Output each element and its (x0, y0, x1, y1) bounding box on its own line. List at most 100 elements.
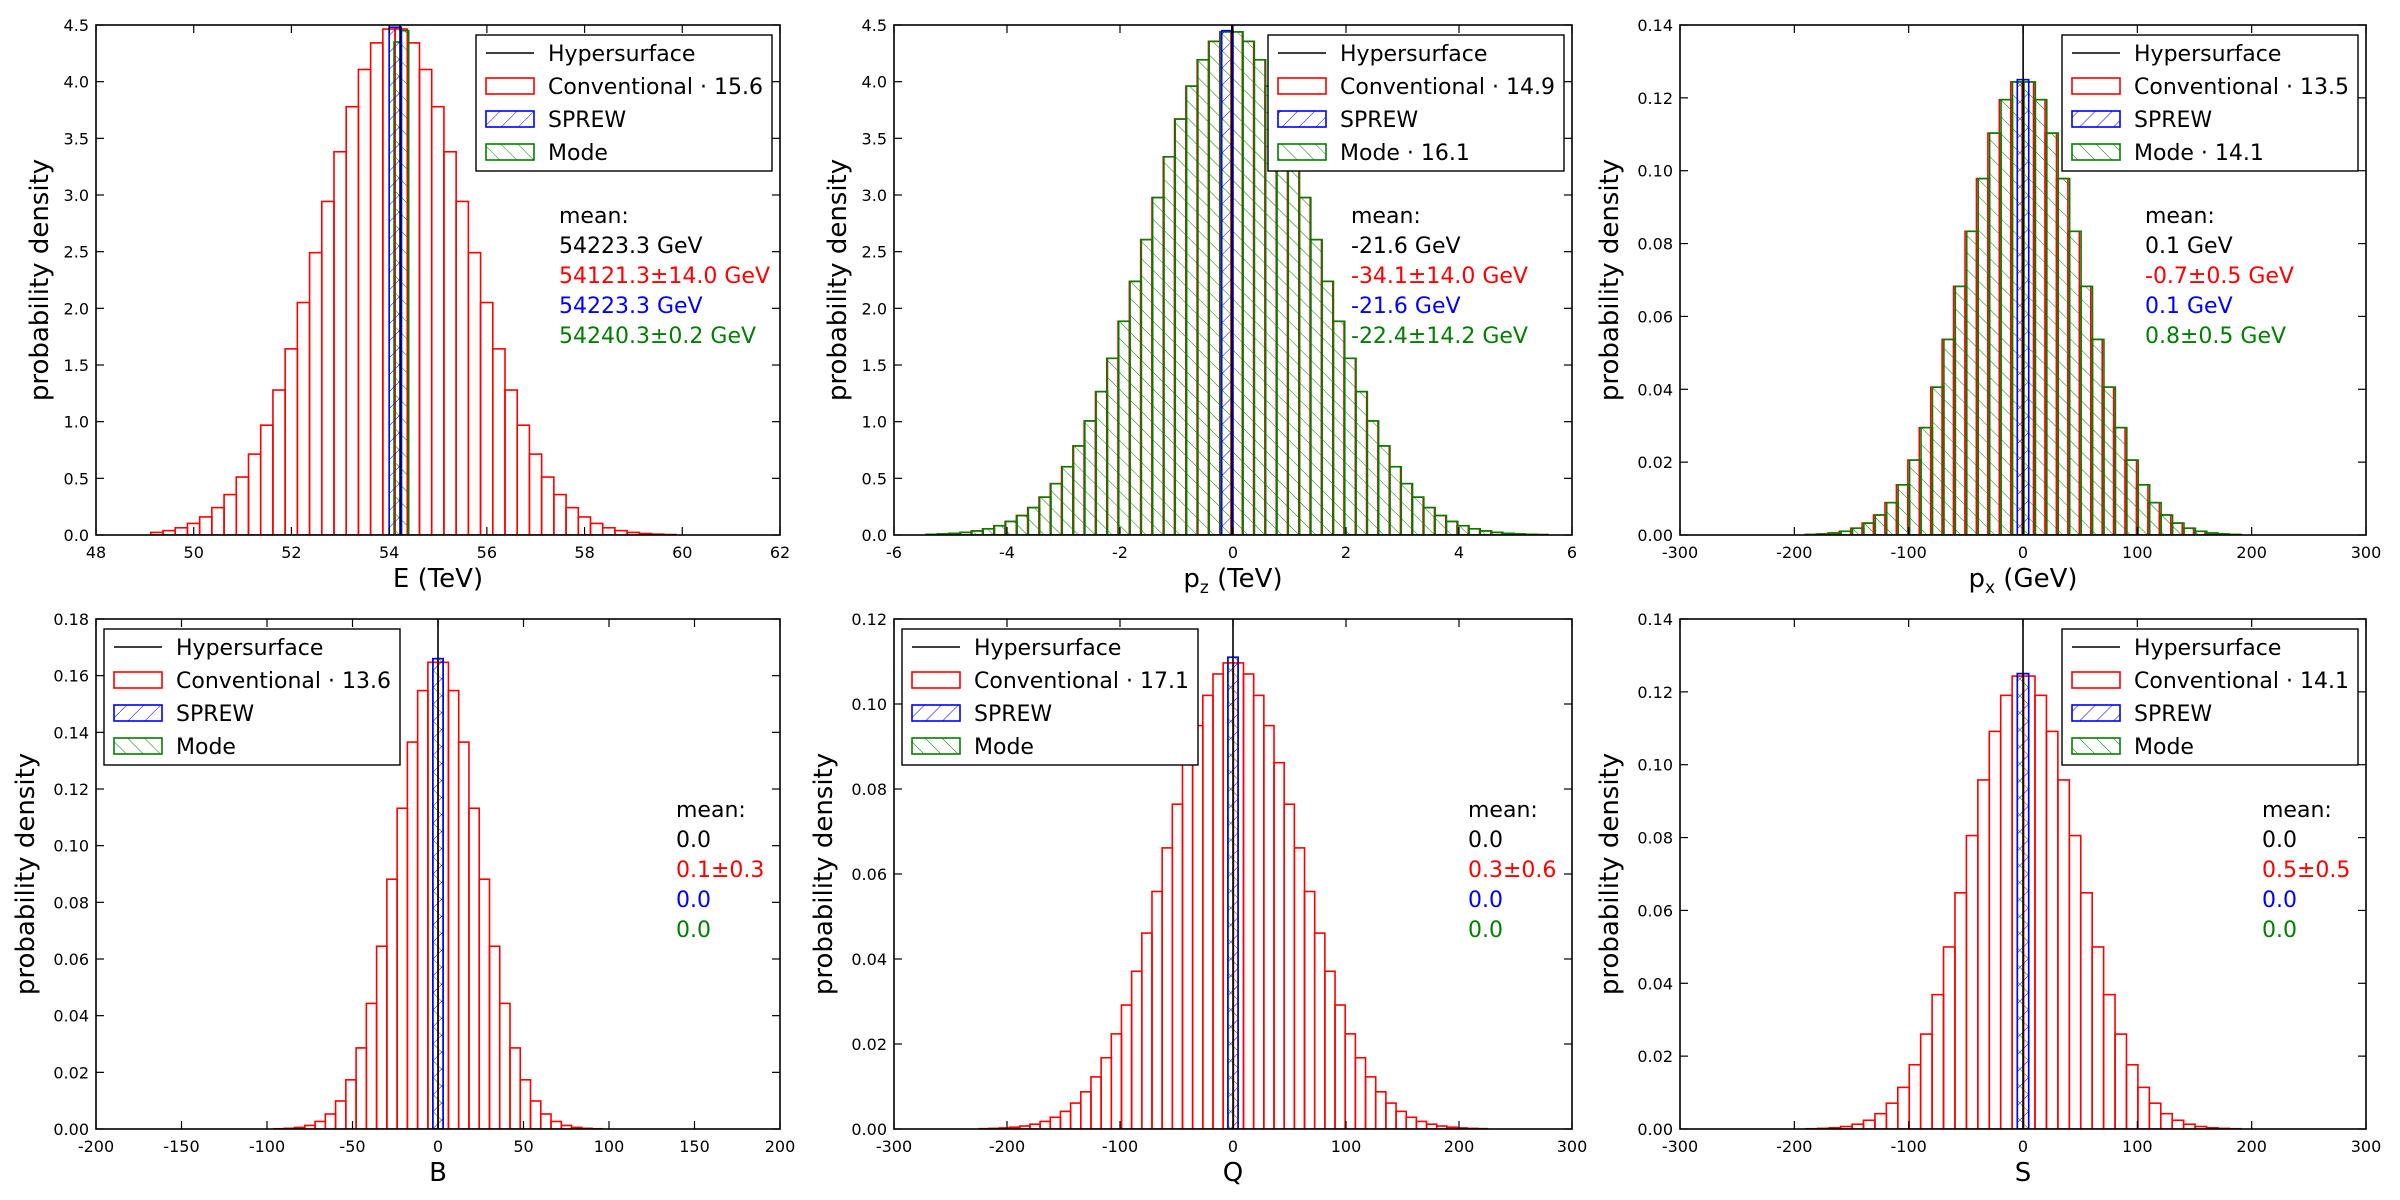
plot-area (1805, 619, 2242, 1129)
x-tick-label: 54 (379, 543, 399, 562)
legend-swatch-sprew (911, 704, 961, 722)
conventional-bar (488, 945, 501, 1129)
conventional-bar (345, 1079, 357, 1129)
mode-bar (2171, 522, 2185, 535)
y-tick-label: 2.0 (862, 299, 887, 318)
mode-bar (2057, 177, 2071, 535)
mean-conventional: -34.1±14.0 GeV (1351, 264, 1528, 289)
conventional-bar (320, 200, 335, 535)
conventional-bar (1965, 834, 1979, 1129)
legend-label-mode: Mode (2134, 735, 2194, 760)
mean-conventional: 0.1±0.3 (676, 858, 764, 883)
x-tick-label: 0 (1228, 1137, 1238, 1156)
conventional-bar (418, 68, 433, 535)
conventional-bar (1100, 1056, 1113, 1129)
y-tick-label: 0.16 (53, 667, 89, 686)
conventional-bar (589, 522, 604, 535)
mean-mode: 54240.3±0.2 GeV (559, 324, 756, 349)
y-tick-label: 0.08 (53, 893, 89, 912)
x-tick-label: 200 (765, 1137, 796, 1156)
x-tick-label: -200 (78, 1137, 114, 1156)
conventional-bar (430, 105, 445, 535)
conventional-bar (550, 1120, 563, 1129)
chart-panel-2: -6 -4 -2 0 2 4 6 0.0 0.5 1.0 1.5 2.0 2.5 3.0 3.5 4.0 4.5… (823, 16, 1577, 598)
x-tick-label: -200 (1776, 1137, 1812, 1156)
conventional-bar (2102, 993, 2116, 1129)
mode-bar (1163, 155, 1177, 535)
mode-bar (1061, 465, 1075, 535)
conventional-bar (601, 526, 616, 535)
mode-bar (1016, 514, 1030, 535)
y-tick-label: 0.18 (53, 610, 89, 629)
conventional-bar (2137, 1086, 2151, 1129)
conventional-bar (2034, 694, 2048, 1129)
mode-bar (1027, 506, 1041, 535)
legend-label-mode: Mode (548, 141, 608, 166)
y-tick-label: 1.5 (64, 356, 89, 375)
conventional-bar (247, 453, 262, 535)
legend-label-sprew: SPREW (176, 702, 254, 727)
conventional-bar (2148, 1102, 2162, 1129)
x-tick-label: -100 (1102, 1137, 1138, 1156)
legend-label-sprew: SPREW (974, 702, 1052, 727)
conventional-bar (1415, 1120, 1428, 1129)
conventional-bar (334, 1100, 347, 1129)
mean-conventional: 0.3±0.6 (1468, 858, 1556, 883)
conventional-bar (504, 389, 519, 535)
conventional-bar (396, 807, 409, 1129)
mean-heading: mean: (1468, 798, 1538, 823)
conventional-bar (1999, 694, 2013, 1129)
conventional-bar (314, 1120, 327, 1129)
legend-label-hyper: Hypersurface (2134, 636, 2281, 661)
legend-label-conv: Conventional · 13.6 (176, 669, 391, 694)
legend: Hypersurface Conventional · 14.9 SPREW Mode… (1267, 34, 1565, 172)
y-tick-label: 2.5 (64, 243, 89, 262)
conventional-bar (1954, 892, 1968, 1129)
conventional-bar (272, 389, 286, 535)
mode-bar (1920, 426, 1934, 535)
x-tick-label: -100 (1891, 543, 1927, 562)
x-axis-label: E (TeV) (393, 564, 483, 594)
chart-panel-5: -300 -200 -100 0 100 200 300 0.00 0.02 0.04 0.06 0.… (809, 610, 1587, 1188)
conventional-bar (1324, 970, 1336, 1129)
mean-conventional: -0.7±0.5 GeV (2145, 264, 2294, 289)
conventional-bar (1171, 803, 1184, 1129)
y-axis-label: probability density (809, 753, 839, 995)
y-tick-label: 0.0 (64, 526, 89, 545)
conventional-bar (296, 301, 311, 535)
x-tick-label: 50 (513, 1137, 533, 1156)
y-tick-label: 0.02 (1637, 453, 1673, 472)
chart-panel-1: 48 50 52 54 56 58 60 62 0.0 0.5 1.0 1.5 2.0 2.5 3.0 3.5… (25, 16, 790, 594)
plot-area (925, 25, 1549, 535)
mode-bar (2183, 527, 2197, 535)
axes-frame (95, 24, 781, 536)
chart-panel-6: -300 -200 -100 0 100 200 300 0.00 0.02 0.04 0.06 0.… (1595, 610, 2381, 1188)
conventional-bar (333, 150, 348, 535)
conventional-bar (2079, 892, 2093, 1129)
mode-bar (1072, 445, 1086, 535)
x-tick-label: 200 (1444, 1137, 1475, 1156)
mean-conventional: 0.5±0.5 (2262, 858, 2350, 883)
conventional-bar (1897, 1086, 1911, 1129)
mean-hypersurface: 0.0 (676, 828, 711, 853)
mode-bar (1885, 501, 1899, 535)
mode-bar (1943, 338, 1957, 535)
mode-bar (1954, 285, 1968, 535)
conventional-bar (223, 493, 238, 535)
conventional-bar (259, 424, 274, 535)
y-tick-label: 0.04 (1637, 380, 1673, 399)
x-tick-label: 4 (1454, 543, 1464, 562)
y-axis-label: probability density (823, 159, 853, 401)
y-tick-label: 3.5 (862, 129, 887, 148)
mode-bar (1321, 280, 1335, 535)
legend-swatch-conv (485, 77, 535, 95)
mean-mode: 0.0 (2262, 918, 2297, 943)
mean-mode: 0.8±0.5 GeV (2145, 324, 2286, 349)
legend-swatch-mode (113, 737, 163, 755)
y-tick-label: 0.06 (53, 950, 89, 969)
mode-bar (1434, 514, 1448, 535)
y-tick-label: 0.02 (1637, 1047, 1673, 1066)
y-tick-label: 3.0 (64, 186, 89, 205)
mode-bar (1276, 118, 1290, 535)
x-tick-label: -100 (1891, 1137, 1927, 1156)
